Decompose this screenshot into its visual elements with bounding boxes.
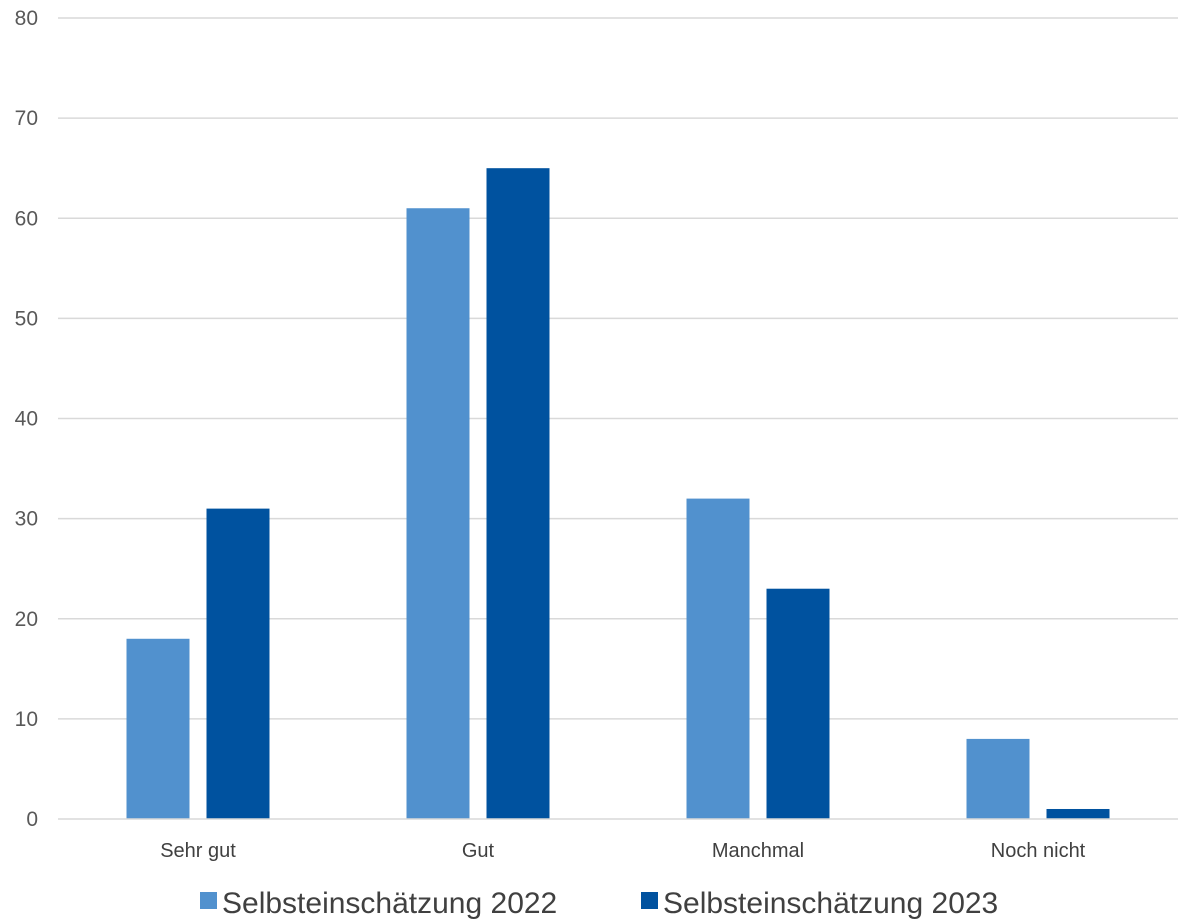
y-tick-label: 20 [15,608,38,631]
x-category-label: Noch nicht [991,840,1086,862]
legend-swatch [200,892,217,909]
x-axis-category-labels: Sehr gut Gut Manchmal Noch nicht [160,840,1085,862]
y-tick-label: 10 [15,708,38,731]
legend: Selbsteinschätzung 2022 Selbsteinschätzun… [200,887,998,920]
y-axis-tick-labels: 0 10 20 30 40 50 60 70 80 [15,7,38,831]
legend-item-2: Selbsteinschätzung 2023 [641,887,998,920]
bar-2-1 [206,508,270,819]
bar-1-2 [406,208,470,820]
legend-label: Selbsteinschätzung 2023 [663,887,998,920]
y-tick-label: 0 [26,808,38,831]
y-tick-label: 40 [15,408,38,431]
bar-1-1 [126,638,190,819]
legend-item-1: Selbsteinschätzung 2022 [200,887,557,920]
y-tick-label: 70 [15,107,38,130]
bar-2-3 [766,588,830,819]
x-category-label: Sehr gut [160,840,236,862]
bar-1-4 [966,738,1030,819]
bar-2-2 [486,168,550,819]
x-category-label: Manchmal [712,840,804,862]
y-tick-label: 60 [15,207,38,230]
y-tick-label: 80 [15,7,38,30]
bar-2-4 [1046,808,1110,819]
bars [126,168,1110,820]
x-category-label: Gut [462,840,495,862]
bar-1-3 [686,498,750,819]
y-tick-label: 30 [15,508,38,531]
legend-label: Selbsteinschätzung 2022 [222,887,557,920]
legend-swatch [641,892,658,909]
y-tick-label: 50 [15,307,38,330]
